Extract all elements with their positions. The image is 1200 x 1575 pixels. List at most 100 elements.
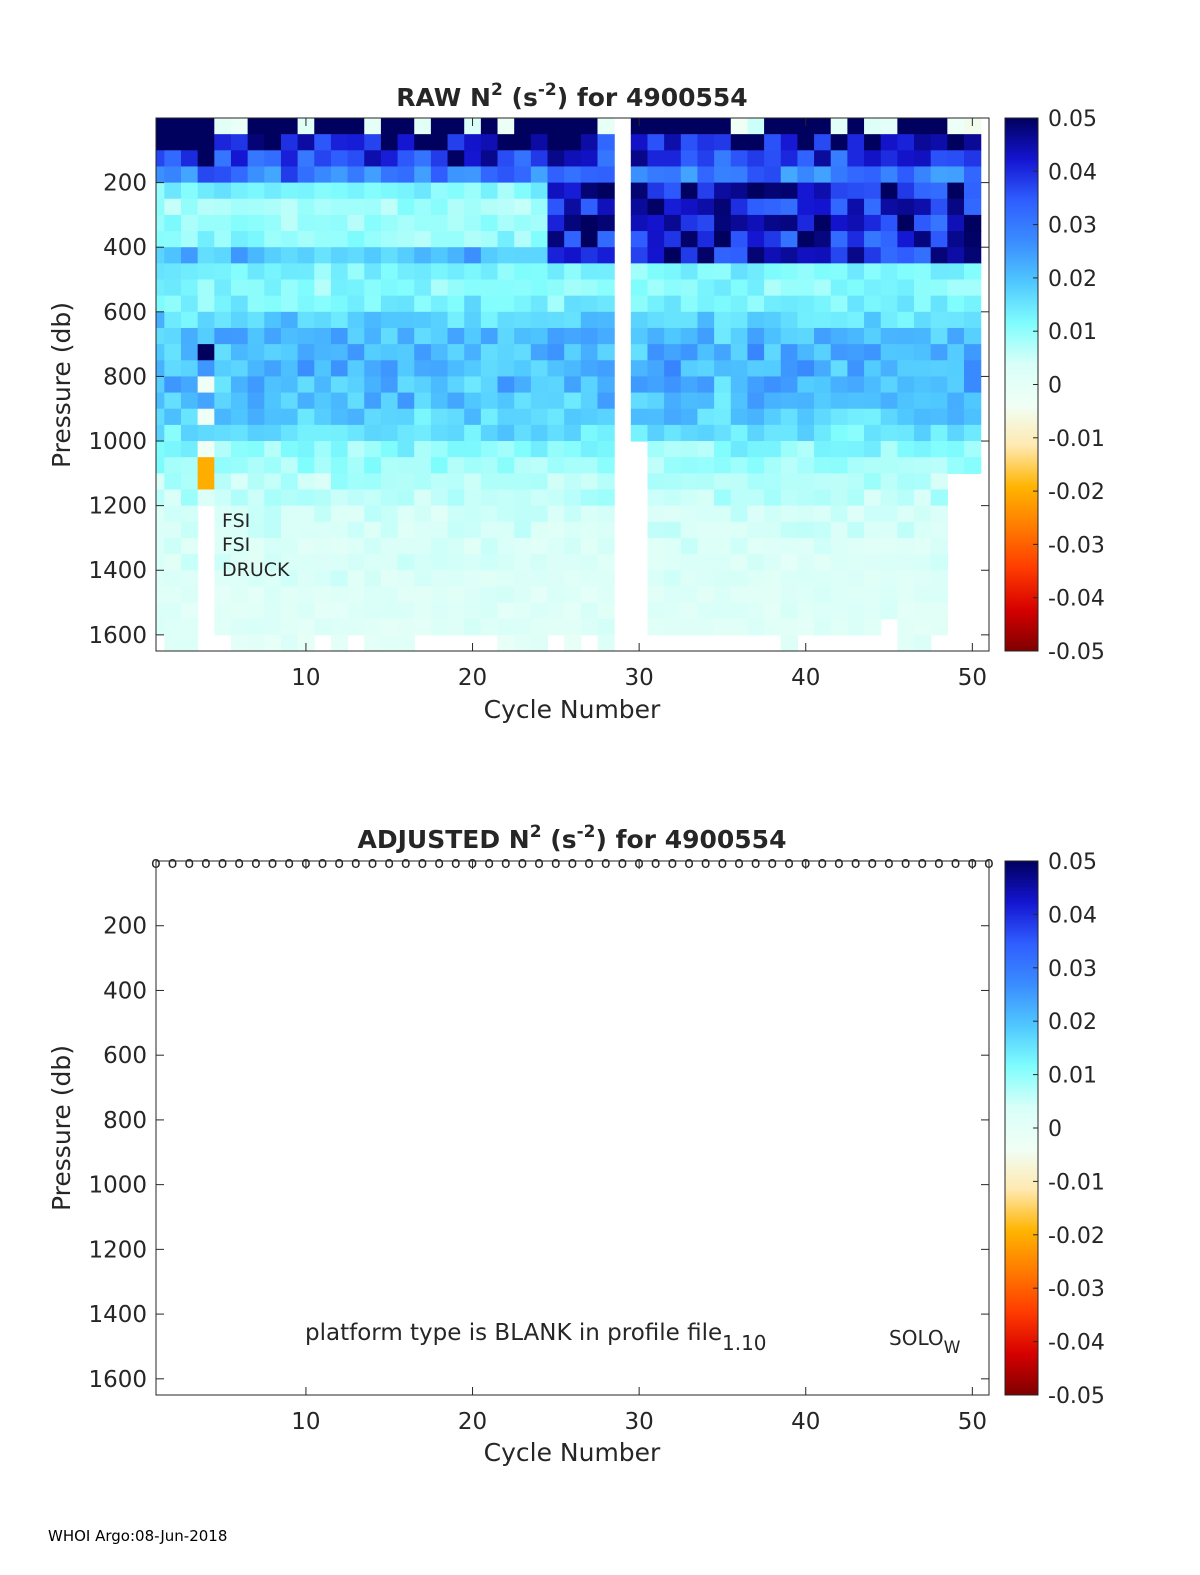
heatmap-cell <box>930 263 948 281</box>
heatmap-cell <box>247 457 265 474</box>
heatmap-cell <box>447 424 465 442</box>
heatmap-cell <box>247 247 265 264</box>
heatmap-cell <box>530 279 549 297</box>
heatmap-cell <box>414 408 432 426</box>
heatmap-cell <box>664 182 682 200</box>
adjusted-y-tick-label: 200 <box>103 914 147 940</box>
heatmap-cell <box>764 182 782 200</box>
heatmap-cell <box>797 118 815 135</box>
heatmap-cell <box>847 198 865 216</box>
heatmap-cell <box>364 554 382 571</box>
heatmap-cell <box>580 408 599 426</box>
heatmap-cell <box>380 457 399 474</box>
heatmap-cell <box>464 424 482 442</box>
heatmap-cell <box>580 489 599 507</box>
heatmap-cell <box>164 295 182 313</box>
raw-x-tick-label: 10 <box>291 665 320 691</box>
heatmap-cell <box>797 424 815 442</box>
heatmap-cell <box>364 441 382 458</box>
heatmap-cell <box>214 166 232 184</box>
heatmap-cell <box>864 311 882 329</box>
heatmap-cell <box>664 392 682 410</box>
heatmap-cell <box>914 344 932 361</box>
heatmap-cell <box>230 150 249 168</box>
heatmap-cell <box>464 344 482 361</box>
heatmap-cell <box>164 263 182 281</box>
heatmap-cell <box>864 214 882 232</box>
heatmap-cell <box>514 214 532 232</box>
heatmap-cell <box>430 247 449 264</box>
heatmap-cell <box>330 424 349 442</box>
heatmap-cell <box>164 279 182 297</box>
heatmap-cell <box>680 118 699 135</box>
heatmap-cell <box>380 214 399 232</box>
heatmap-cell <box>680 408 699 426</box>
heatmap-cell <box>156 376 165 394</box>
heatmap-cell <box>514 134 532 151</box>
heatmap-cell <box>314 295 332 313</box>
heatmap-cell <box>864 489 882 507</box>
heatmap-cell <box>247 489 265 507</box>
heatmap-cell <box>530 198 549 216</box>
heatmap-cell <box>330 214 349 232</box>
heatmap-cell <box>764 134 782 151</box>
heatmap-cell <box>530 554 549 571</box>
heatmap-cell <box>814 537 832 555</box>
heatmap-cell <box>714 570 732 587</box>
heatmap-cell <box>280 473 299 491</box>
heatmap-cell <box>780 295 799 313</box>
heatmap-cell <box>964 424 982 442</box>
heatmap-cell <box>964 182 982 200</box>
heatmap-cell <box>797 182 815 200</box>
heatmap-cell <box>730 214 749 232</box>
heatmap-cell <box>580 473 599 491</box>
heatmap-cell <box>564 166 582 184</box>
heatmap-cell <box>430 182 449 200</box>
heatmap-cell <box>547 263 565 281</box>
heatmap-cell <box>347 489 365 507</box>
heatmap-cell <box>780 182 799 200</box>
heatmap-cell <box>197 457 215 474</box>
heatmap-cell <box>480 344 499 361</box>
heatmap-cell <box>314 247 332 264</box>
heatmap-cell <box>697 360 715 378</box>
heatmap-cell <box>430 408 449 426</box>
heatmap-cell <box>964 441 982 458</box>
heatmap-cell <box>264 166 282 184</box>
heatmap-cell <box>964 344 982 361</box>
heatmap-cell <box>847 231 865 248</box>
heatmap-cell <box>414 198 432 216</box>
heatmap-cell <box>597 295 615 313</box>
heatmap-cell <box>780 489 799 507</box>
raw-plot-frame <box>155 117 990 652</box>
heatmap-cell <box>464 473 482 491</box>
heatmap-cell <box>830 311 848 329</box>
heatmap-cell <box>714 602 732 620</box>
heatmap-cell <box>347 505 365 523</box>
heatmap-cell <box>464 602 482 620</box>
heatmap-cell <box>214 424 232 442</box>
heatmap-cell <box>497 392 515 410</box>
raw-x-axis-label: Cycle Number <box>484 695 661 724</box>
heatmap-cell <box>180 263 199 281</box>
heatmap-cell <box>497 134 515 151</box>
heatmap-cell <box>314 134 332 151</box>
heatmap-cell <box>680 537 699 555</box>
heatmap-cell <box>847 134 865 151</box>
heatmap-cell <box>230 408 249 426</box>
adjusted-marker: o <box>551 853 561 872</box>
heatmap-cell <box>464 263 482 281</box>
heatmap-cell <box>547 344 565 361</box>
heatmap-cell <box>480 602 499 620</box>
heatmap-cell <box>930 376 948 394</box>
heatmap-cell <box>780 360 799 378</box>
heatmap-cell <box>264 521 282 539</box>
heatmap-cell <box>197 295 215 313</box>
heatmap-cell <box>814 327 832 345</box>
heatmap-cell <box>964 134 982 151</box>
heatmap-cell <box>664 214 682 232</box>
heatmap-cell <box>480 118 499 135</box>
heatmap-cell <box>330 408 349 426</box>
heatmap-cell <box>664 118 682 135</box>
heatmap-cell <box>830 150 848 168</box>
